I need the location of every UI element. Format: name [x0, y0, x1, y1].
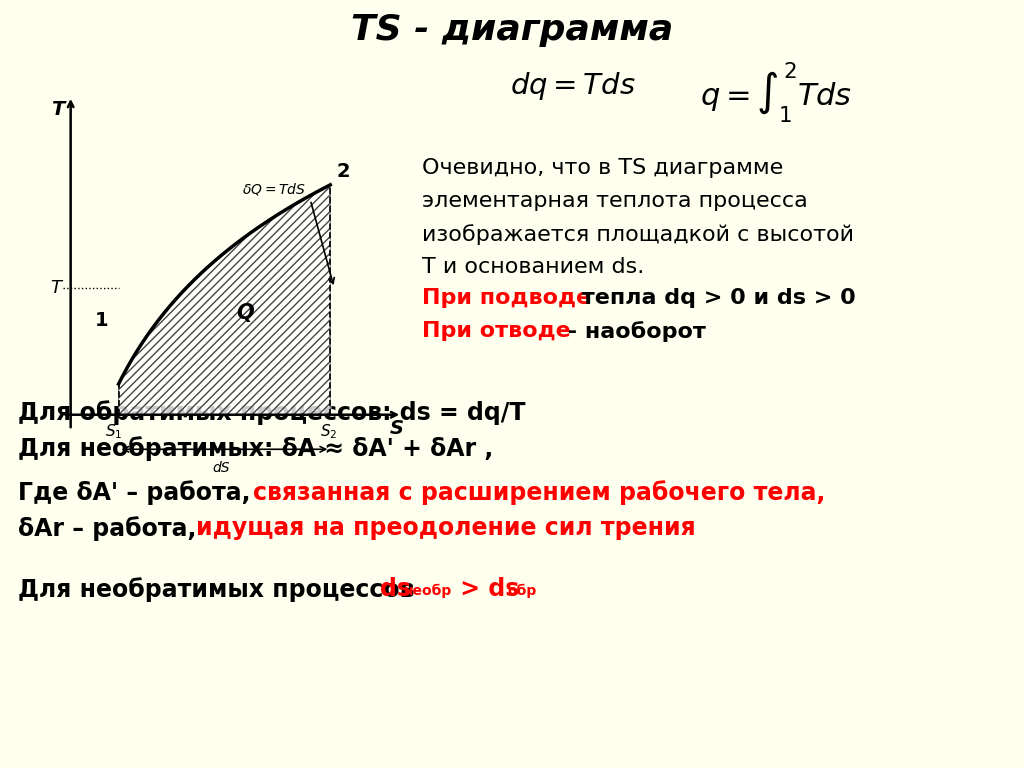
Text: тепла dq > 0 и ds > 0: тепла dq > 0 и ds > 0	[574, 288, 856, 308]
Text: $\delta Q = TdS$: $\delta Q = TdS$	[243, 181, 306, 197]
Text: $S_1$: $S_1$	[104, 422, 122, 441]
Text: Где δA' – работа,: Где δA' – работа,	[18, 480, 259, 505]
Text: TS - диаграмма: TS - диаграмма	[351, 13, 673, 47]
Text: элементарная теплота процесса: элементарная теплота процесса	[422, 191, 808, 211]
Text: 2: 2	[336, 162, 350, 181]
Text: Для необратимых: δA ≈ δA' + δAr ,: Для необратимых: δA ≈ δA' + δAr ,	[18, 436, 494, 461]
Text: Q: Q	[237, 303, 254, 323]
Text: изображается площадкой с высотой: изображается площадкой с высотой	[422, 224, 854, 245]
Text: Для обратимых процессов: ds = dq/T: Для обратимых процессов: ds = dq/T	[18, 400, 525, 425]
Text: T: T	[51, 100, 63, 119]
Text: Для необратимых процессов: Для необратимых процессов	[18, 577, 423, 602]
Text: $dq = Tds$: $dq = Tds$	[510, 70, 636, 102]
Text: Очевидно, что в TS диаграмме: Очевидно, что в TS диаграмме	[422, 158, 783, 178]
Text: - наоборот: - наоборот	[560, 321, 706, 342]
Text: ds: ds	[380, 577, 411, 601]
Text: При отводе: При отводе	[422, 321, 570, 341]
Text: T и основанием ds.: T и основанием ds.	[422, 257, 644, 277]
Text: δAr – работа,: δAr – работа,	[18, 516, 205, 541]
Text: > ds: > ds	[452, 577, 519, 601]
Text: идущая на преодоление сил трения: идущая на преодоление сил трения	[196, 516, 695, 540]
Text: 1: 1	[94, 311, 109, 330]
Text: необр: необр	[404, 584, 453, 598]
Text: При подводе: При подводе	[422, 288, 591, 308]
Text: связанная с расширением рабочего тела,: связанная с расширением рабочего тела,	[253, 480, 825, 505]
Text: $S_2$: $S_2$	[321, 422, 338, 441]
Text: обр: обр	[507, 584, 537, 598]
Text: $q = \int_1^2 Tds$: $q = \int_1^2 Tds$	[700, 60, 852, 124]
Text: S: S	[390, 419, 404, 438]
Text: T: T	[51, 279, 61, 297]
Text: dS: dS	[212, 462, 230, 475]
